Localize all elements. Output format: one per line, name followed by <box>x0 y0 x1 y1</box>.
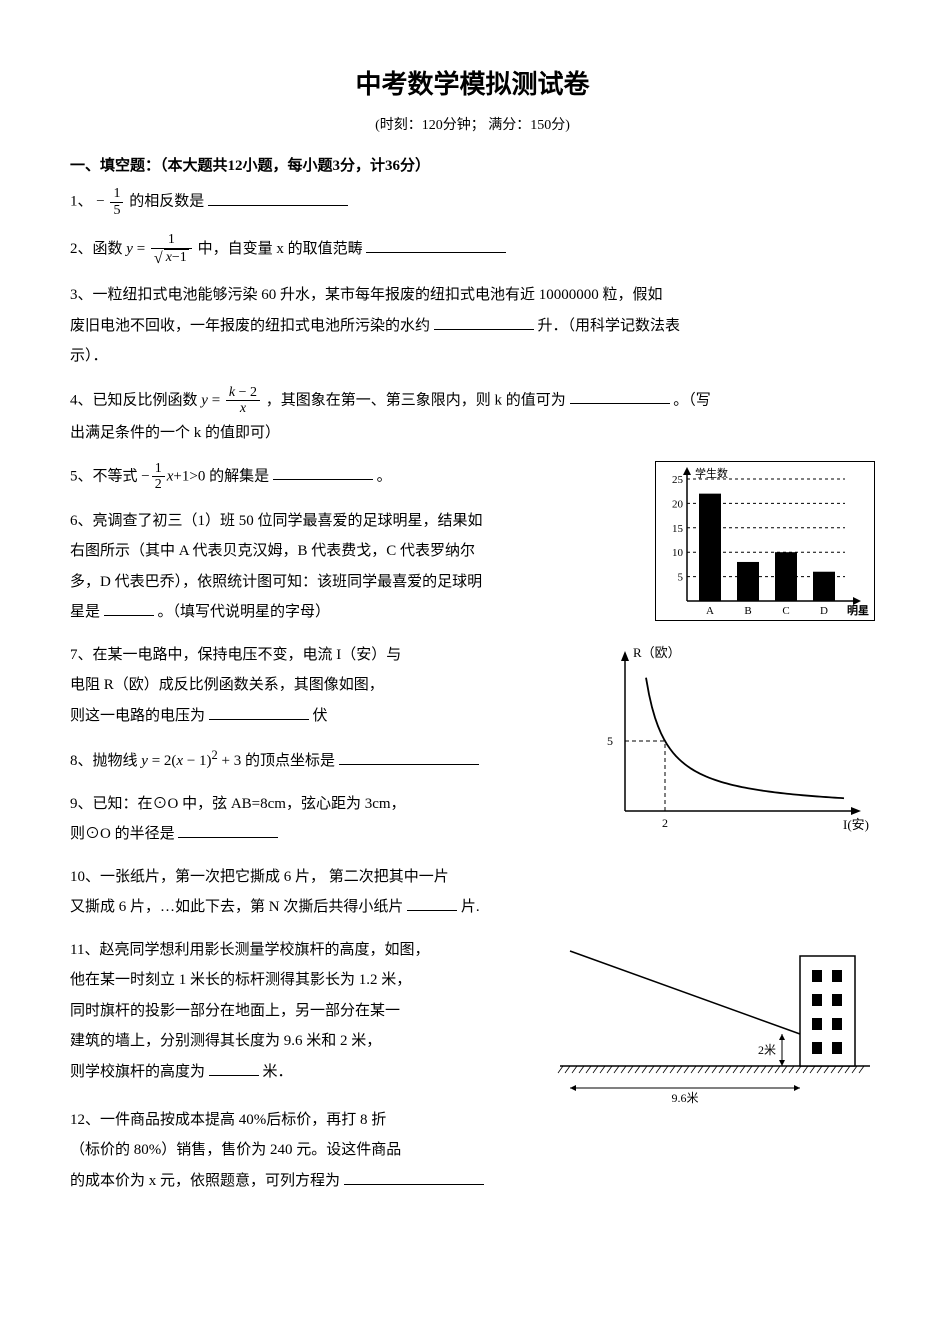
svg-text:2: 2 <box>662 816 668 830</box>
q7-q9-row: 7、在某一电路中，保持电压不变，电流 I（安）与 电阻 R（欧）成反比例函数关系… <box>70 641 875 863</box>
q2-mid: 中，自变量 x 的取值范畴 <box>198 241 367 257</box>
svg-text:10: 10 <box>672 547 684 559</box>
section-header: 一、填空题：（本大题共12小题，每小题3分，计36分） <box>70 152 875 181</box>
svg-text:A: A <box>706 605 714 617</box>
q6-l4a: 星是 <box>70 604 100 620</box>
blank <box>273 464 373 480</box>
q10-l1: 10、一张纸片，第一次把它撕成 6 片， 第二次把其中一片 <box>70 863 875 892</box>
q8-mid: 的顶点坐标是 <box>245 753 335 769</box>
page-title: 中考数学模拟测试卷 <box>70 60 875 109</box>
q4-line2: 出满足条件的一个 k 的值即可） <box>70 419 875 448</box>
blank <box>366 237 506 253</box>
q6-l1: 6、亮调查了初三（1）班 50 位同学最喜爱的足球明星，结果如 <box>70 507 645 536</box>
svg-text:学生数: 学生数 <box>695 466 728 480</box>
blank <box>209 1060 259 1076</box>
question-12: 12、一件商品按成本提高 40%后标价，再打 8 折 （标价的 80%）销售，售… <box>70 1106 875 1196</box>
curve-chart-svg: R（欧） I(安) 5 2 <box>575 641 875 841</box>
q5-pre: 5、不等式 <box>70 468 138 484</box>
q11-l2: 他在某一时刻立 1 米长的标杆测得其影长为 1.2 米， <box>70 966 545 995</box>
fraction-1-5: 15 <box>110 186 123 218</box>
svg-text:B: B <box>744 605 751 617</box>
q6-l2: 右图所示（其中 A 代表贝克汉姆，B 代表费戈，C 代表罗纳尔 <box>70 537 645 566</box>
question-11: 11、赵亮同学想利用影长测量学校旗杆的高度，如图， 他在某一时刻立 1 米长的标… <box>70 936 545 1087</box>
blank <box>407 895 457 911</box>
question-8: 8、抛物线 y = 2(x − 1)2 + 3 的顶点坐标是 <box>70 744 565 776</box>
blank <box>209 704 309 720</box>
q6-l3: 多，D 代表巴乔），依照统计图可知：该班同学最喜爱的足球明 <box>70 568 645 597</box>
question-9: 9、已知：在⊙O 中，弦 AB=8cm，弦心距为 3cm， 则⊙O 的半径是 <box>70 790 565 849</box>
svg-text:I(安): I(安) <box>843 817 869 832</box>
q7-l3b: 伏 <box>313 708 328 724</box>
q12-l3a: 的成本价为 x 元，依照题意，可列方程为 <box>70 1173 340 1189</box>
q4-post: 。（写 <box>673 392 711 408</box>
question-7: 7、在某一电路中，保持电压不变，电流 I（安）与 电阻 R（欧）成反比例函数关系… <box>70 641 565 731</box>
q12-l2: （标价的 80%）销售，售价为 240 元。设这件商品 <box>70 1136 875 1165</box>
page-subtitle: (时刻：120分钟； 满分：150分) <box>70 113 875 140</box>
blank <box>104 600 154 616</box>
svg-text:2米: 2米 <box>758 1043 776 1057</box>
q1-mid: 的相反数是 <box>129 194 204 210</box>
q10-l2a: 又撕成 6 片，…如此下去，第 N 次撕后共得小纸片 <box>70 899 403 915</box>
q11-l3: 同时旗杆的投影一部分在地面上，另一部分在某一 <box>70 997 545 1026</box>
question-4: 4、已知反比例函数 y = k − 2 x ，其图象在第一、第三象限内，则 k … <box>70 385 875 447</box>
q4-mid: ，其图象在第一、第三象限内，则 k 的值可为 <box>266 392 566 408</box>
q10-l2b: 片. <box>461 899 480 915</box>
question-5: 5、不等式 −12x+1>0 的解集是 。 <box>70 461 645 493</box>
q4-pre: 4、已知反比例函数 <box>70 392 201 408</box>
svg-text:C: C <box>782 605 789 617</box>
svg-text:5: 5 <box>607 734 613 748</box>
question-1: 1、 − 15 的相反数是 <box>70 186 875 218</box>
blank <box>344 1169 484 1185</box>
bar-chart-figure: 5 10 15 20 25 A B C D 学生数明星 <box>655 461 875 621</box>
svg-text:R（欧）: R（欧） <box>633 645 681 660</box>
q11-l5a: 则学校旗杆的高度为 <box>70 1064 205 1080</box>
q5-post: 。 <box>377 468 392 484</box>
q5-mid: 的解集是 <box>209 468 269 484</box>
q9-l2a: 则⊙O 的半径是 <box>70 826 175 842</box>
q3-line2a: 废旧电池不回收，一年报废的纽扣式电池所污染的水约 <box>70 318 430 334</box>
q7-l1: 7、在某一电路中，保持电压不变，电流 I（安）与 <box>70 641 565 670</box>
svg-text:15: 15 <box>672 523 684 535</box>
question-10: 10、一张纸片，第一次把它撕成 6 片， 第二次把其中一片 又撕成 6 片，…如… <box>70 863 875 922</box>
curve-chart-figure: R（欧） I(安) 5 2 <box>575 641 875 841</box>
question-3: 3、一粒纽扣式电池能够污染 60 升水，某市每年报废的纽扣式电池有近 10000… <box>70 281 875 371</box>
q3-line1: 3、一粒纽扣式电池能够污染 60 升水，某市每年报废的纽扣式电池有近 10000… <box>70 281 875 310</box>
blank <box>434 314 534 330</box>
svg-text:25: 25 <box>672 474 684 486</box>
fraction-q5: 12 <box>152 461 165 493</box>
svg-text:20: 20 <box>672 498 684 510</box>
shadow-figure: 2米 9.6米 <box>555 936 875 1106</box>
q5-q6-row: 5、不等式 −12x+1>0 的解集是 。 6、亮调查了初三（1）班 50 位同… <box>70 461 875 641</box>
q11-l4: 建筑的墙上，分别测得其长度为 9.6 米和 2 米， <box>70 1027 545 1056</box>
q9-l1: 9、已知：在⊙O 中，弦 AB=8cm，弦心距为 3cm， <box>70 790 565 819</box>
q7-l3a: 则这一电路的电压为 <box>70 708 205 724</box>
svg-text:9.6米: 9.6米 <box>671 1091 698 1105</box>
q8-pre: 8、抛物线 <box>70 753 138 769</box>
q11-l1: 11、赵亮同学想利用影长测量学校旗杆的高度，如图， <box>70 936 545 965</box>
question-2: 2、函数 y = 1 √x−1 中，自变量 x 的取值范畴 <box>70 232 875 267</box>
q11-row: 11、赵亮同学想利用影长测量学校旗杆的高度，如图， 他在某一时刻立 1 米长的标… <box>70 936 875 1106</box>
q12-l1: 12、一件商品按成本提高 40%后标价，再打 8 折 <box>70 1106 875 1135</box>
q2-pre: 2、函数 <box>70 241 123 257</box>
shadow-svg: 2米 9.6米 <box>555 936 875 1106</box>
svg-text:D: D <box>820 605 828 617</box>
bar-chart-svg: 5 10 15 20 25 A B C D 学生数明星 <box>655 461 875 621</box>
q1-pre: 1、 <box>70 194 93 210</box>
svg-text:5: 5 <box>678 572 684 584</box>
svg-text:明星: 明星 <box>847 604 869 617</box>
question-6: 6、亮调查了初三（1）班 50 位同学最喜爱的足球明星，结果如 右图所示（其中 … <box>70 507 645 627</box>
q6-l4b: 。（填写代说明星的字母） <box>158 604 331 620</box>
fraction-q4: k − 2 x <box>226 385 260 417</box>
q3-line2b: 升．（用科学记数法表 <box>538 318 681 334</box>
blank <box>339 749 479 765</box>
blank <box>570 388 670 404</box>
q11-l5b: 米． <box>263 1064 293 1080</box>
q3-line3: 示）． <box>70 342 875 371</box>
q7-l2: 电阻 R（欧）成反比例函数关系，其图像如图， <box>70 671 565 700</box>
blank <box>178 822 278 838</box>
fraction-q2: 1 √x−1 <box>151 232 192 267</box>
blank <box>208 190 348 206</box>
